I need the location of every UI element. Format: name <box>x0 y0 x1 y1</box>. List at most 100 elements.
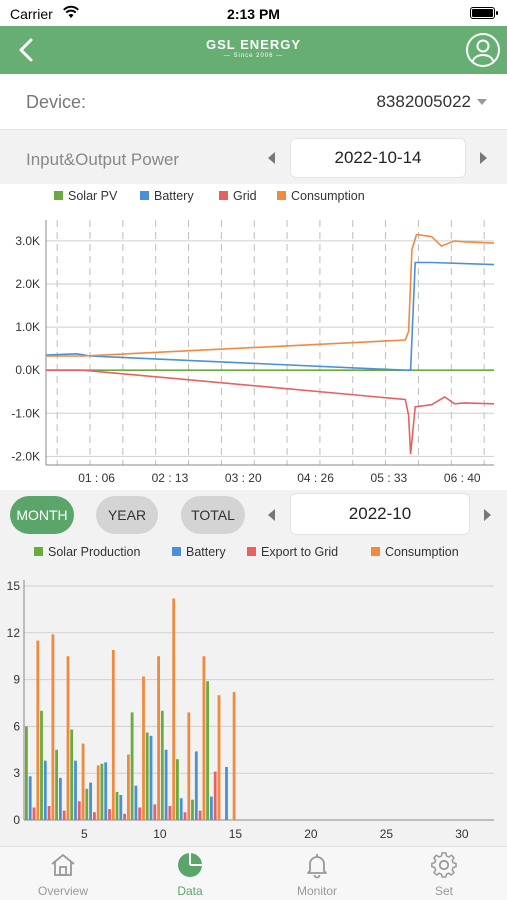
pie-chart-icon <box>178 853 202 877</box>
bar-export-to-grid <box>47 806 51 820</box>
bar-consumption <box>111 650 115 820</box>
bar-battery <box>43 760 47 820</box>
x-tick-label: 30 <box>455 827 469 841</box>
x-tick-label: 5 <box>81 827 88 841</box>
bar-consumption <box>127 754 130 820</box>
bar-solar-production <box>25 726 28 820</box>
x-tick-label: 04 : 26 <box>297 471 334 485</box>
bar-export-to-grid <box>183 812 187 820</box>
power-line-chart-svg: Solar PV Battery Grid Consumption 3.0K 2.0K 1.… <box>11 189 495 485</box>
bar-consumption <box>36 640 40 820</box>
bar-battery <box>179 798 183 820</box>
tab-set-label: Set <box>434 884 453 898</box>
chevron-down-icon[interactable] <box>477 99 487 105</box>
tab-data-label: Data <box>177 884 203 898</box>
x-tick-label: 25 <box>380 827 394 841</box>
range-selector: MONTH YEAR TOTAL 2022-10 <box>0 490 507 540</box>
x-tick-label: 01 : 06 <box>78 471 115 485</box>
x-tick-label: 15 <box>229 827 243 841</box>
bar-consumption <box>157 656 160 820</box>
legend-label: Grid <box>233 189 257 203</box>
y-tick-label: 1.0K <box>15 320 40 334</box>
legend-swatch <box>277 191 286 200</box>
bar-consumption <box>202 656 206 820</box>
legend-swatch <box>54 191 63 200</box>
legend-swatch <box>219 191 228 200</box>
device-label: Device: <box>26 92 87 112</box>
profile-icon[interactable] <box>465 32 501 68</box>
bar-solar-production <box>145 732 149 820</box>
tab-year[interactable]: YEAR <box>96 496 158 534</box>
bar-solar-production <box>176 759 179 820</box>
bar-battery <box>74 760 77 820</box>
next-month-icon[interactable] <box>484 509 491 521</box>
device-value[interactable]: 8382005022 <box>376 92 471 111</box>
bar-battery <box>164 749 168 820</box>
tab-overview[interactable]: Overview <box>0 847 126 900</box>
x-tick-label: 03 : 20 <box>225 471 262 485</box>
bar-solar-production <box>130 712 134 820</box>
bar-export-to-grid <box>123 813 126 820</box>
tab-overview-label: Overview <box>37 884 88 898</box>
x-tick-label: 20 <box>304 827 318 841</box>
bar-consumption <box>187 712 191 820</box>
y-tick-label: 9 <box>13 673 20 687</box>
prev-day-icon[interactable] <box>268 152 275 164</box>
bar-consumption <box>217 695 221 820</box>
legend-label: Export to Grid <box>261 545 338 559</box>
day-date-field[interactable]: 2022-10-14 <box>290 138 466 178</box>
brand-logo: GSL ENERGY — Since 2006 — <box>0 37 507 59</box>
bar-battery <box>194 751 198 820</box>
y-tick-label: 0 <box>13 813 20 827</box>
bar-consumption <box>142 676 145 820</box>
x-tick-label: 02 : 13 <box>152 471 189 485</box>
app-header: GSL ENERGY — Since 2006 — <box>0 26 507 74</box>
bar-consumption <box>66 656 70 820</box>
bar-battery <box>149 735 153 820</box>
energy-bar-chart-svg: Solar Production Battery Export to Grid Con… <box>7 545 494 841</box>
y-tick-label: -1.0K <box>11 406 40 420</box>
bar-export-to-grid <box>77 801 81 820</box>
tab-month[interactable]: MONTH <box>10 496 74 534</box>
tab-data[interactable]: Data <box>127 847 253 900</box>
clock: 2:13 PM <box>227 6 280 22</box>
month-date-field[interactable]: 2022-10 <box>290 493 470 535</box>
tab-set[interactable]: Set <box>381 847 507 900</box>
bar-export-to-grid <box>138 807 142 820</box>
series-line-grid <box>46 369 495 455</box>
power-date-row: Input&Output Power 2022-10-14 <box>0 132 507 184</box>
bar-solar-production <box>115 791 119 820</box>
legend-label: Consumption <box>385 545 459 559</box>
device-selector[interactable]: Device: 8382005022 <box>0 74 507 130</box>
bottom-tab-bar: Overview Data Monitor Set <box>0 846 507 900</box>
bar-battery <box>210 796 213 820</box>
bar-consumption <box>96 765 100 820</box>
tab-monitor[interactable]: Monitor <box>254 847 380 900</box>
bar-battery <box>119 795 123 820</box>
y-tick-label: 2.0K <box>15 277 40 291</box>
y-tick-label: -2.0K <box>11 449 40 463</box>
tab-total[interactable]: TOTAL <box>181 496 245 534</box>
battery-icon <box>470 7 498 19</box>
bar-export-to-grid <box>108 809 111 820</box>
bar-export-to-grid <box>168 806 172 820</box>
bar-export-to-grid <box>198 810 202 820</box>
x-tick-label: 06 : 40 <box>444 471 481 485</box>
back-icon[interactable] <box>14 36 40 64</box>
status-bar: Carrier 2:13 PM <box>0 0 507 26</box>
y-tick-label: 6 <box>13 719 20 733</box>
bar-consumption <box>232 692 236 820</box>
prev-month-icon[interactable] <box>268 509 275 521</box>
bar-battery <box>104 762 108 820</box>
tab-monitor-label: Monitor <box>296 884 337 898</box>
next-day-icon[interactable] <box>480 152 487 164</box>
y-tick-label: 0.0K <box>15 363 40 377</box>
carrier-label: Carrier <box>10 6 53 22</box>
power-label: Input&Output Power <box>26 150 180 169</box>
y-tick-label: 3 <box>13 766 20 780</box>
bar-export-to-grid <box>62 810 66 820</box>
bar-battery <box>59 777 62 820</box>
bar-solar-production <box>85 788 89 820</box>
legend-swatch <box>172 547 181 556</box>
brand-since: — Since 2006 — <box>223 53 284 59</box>
